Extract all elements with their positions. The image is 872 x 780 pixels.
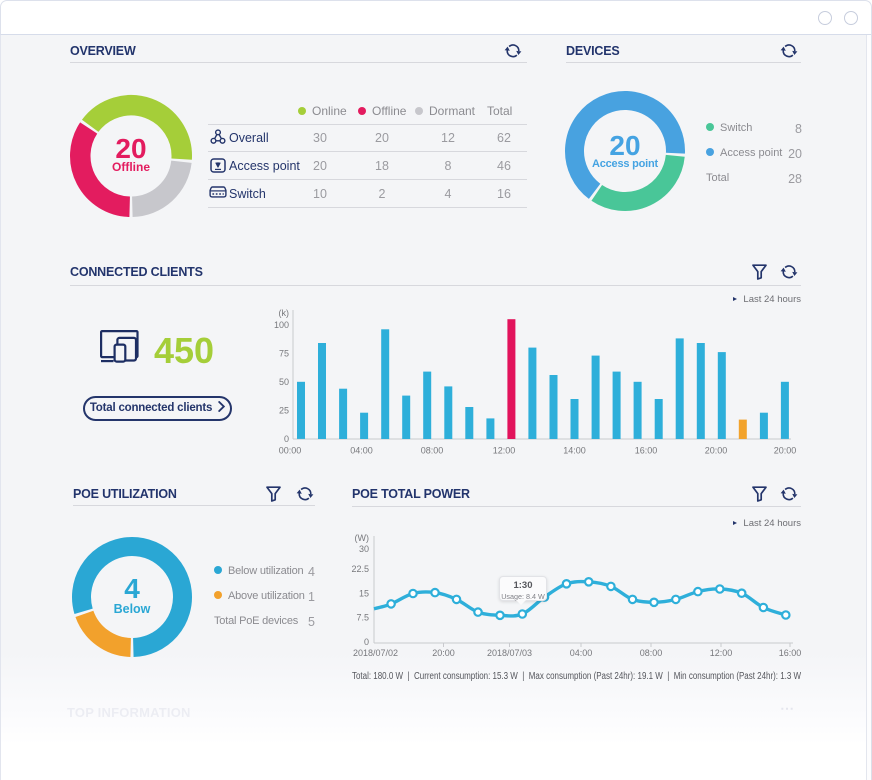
- svg-text:12:00: 12:00: [710, 648, 733, 658]
- svg-text:16:00: 16:00: [635, 446, 658, 456]
- svg-text:(W): (W): [355, 533, 370, 543]
- svg-text:30: 30: [359, 544, 369, 554]
- svg-text:20:00: 20:00: [774, 446, 797, 456]
- svg-text:(k): (k): [279, 308, 290, 318]
- svg-text:08:00: 08:00: [421, 446, 444, 456]
- svg-text:16:00: 16:00: [779, 648, 802, 658]
- svg-text:20:00: 20:00: [705, 446, 728, 456]
- svg-text:7.5: 7.5: [356, 613, 369, 623]
- svg-text:0: 0: [364, 637, 369, 647]
- svg-text:12:00: 12:00: [493, 446, 516, 456]
- svg-text:25: 25: [279, 406, 289, 416]
- svg-text:75: 75: [279, 349, 289, 359]
- svg-text:50: 50: [279, 377, 289, 387]
- svg-text:100: 100: [274, 320, 289, 330]
- svg-text:22.5: 22.5: [351, 564, 369, 574]
- svg-text:08:00: 08:00: [640, 648, 663, 658]
- svg-text:14:00: 14:00: [563, 446, 586, 456]
- svg-text:04:00: 04:00: [350, 446, 373, 456]
- svg-text:04:00: 04:00: [570, 648, 593, 658]
- svg-text:20:00: 20:00: [432, 648, 455, 658]
- svg-text:00:00: 00:00: [279, 446, 302, 456]
- svg-text:2018/07/03: 2018/07/03: [487, 648, 532, 658]
- svg-text:0: 0: [284, 434, 289, 444]
- svg-text:2018/07/02: 2018/07/02: [353, 648, 398, 658]
- svg-text:15: 15: [359, 589, 369, 599]
